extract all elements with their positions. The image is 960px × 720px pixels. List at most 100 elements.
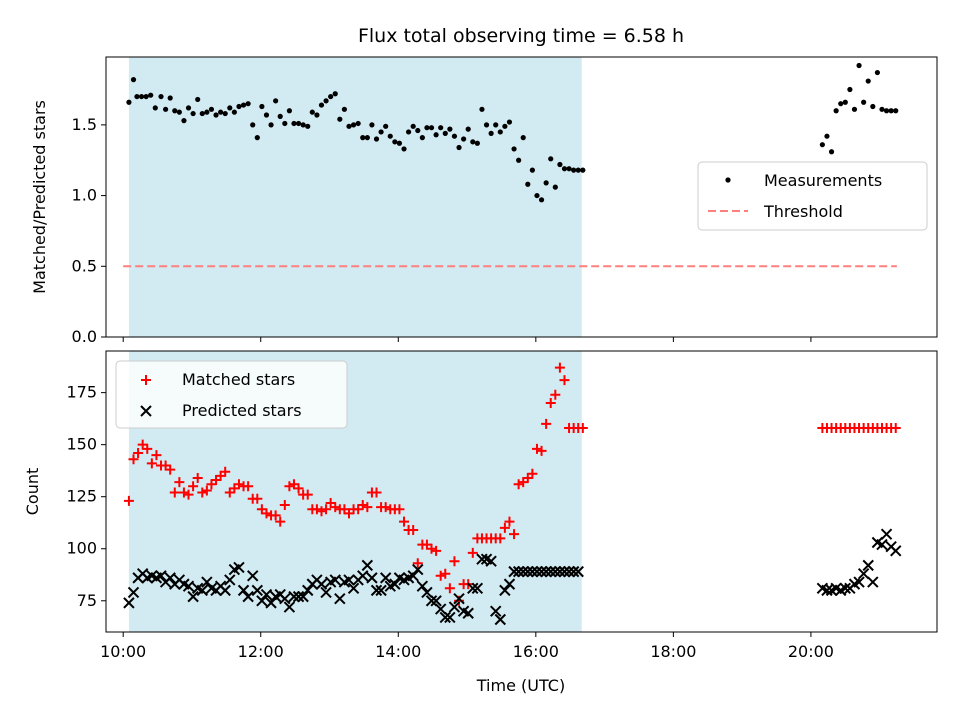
predicted-point xyxy=(867,576,879,588)
y-axis-label: Count xyxy=(23,468,42,516)
y-tick-label: 0.0 xyxy=(72,327,97,346)
matched-point xyxy=(426,543,437,554)
measurement-point xyxy=(838,101,844,107)
matched-point xyxy=(293,483,304,494)
predicted-point xyxy=(549,565,562,578)
measurement-point xyxy=(828,149,835,155)
measurement-point xyxy=(337,116,343,122)
measurement-point xyxy=(465,126,471,132)
y-tick-label: 1.0 xyxy=(72,186,97,205)
matched-point xyxy=(531,443,542,454)
measurement-point xyxy=(291,120,297,127)
measurement-point xyxy=(305,123,311,129)
measurement-point xyxy=(824,133,830,139)
measurement-point xyxy=(172,108,178,114)
chart-title: Flux total observing time = 6.58 h xyxy=(358,25,684,47)
predicted-point xyxy=(558,565,571,578)
measurement-point xyxy=(451,133,458,139)
measurement-point xyxy=(419,135,425,141)
measurement-point xyxy=(438,125,444,131)
predicted-point xyxy=(430,595,442,607)
measurement-point xyxy=(497,129,503,135)
measurement-point xyxy=(566,166,572,172)
measurement-point xyxy=(851,106,858,112)
predicted-point xyxy=(247,570,259,582)
measurement-point xyxy=(861,99,867,105)
matched-point xyxy=(123,495,134,506)
matched-point xyxy=(550,389,561,400)
predicted-point xyxy=(425,595,438,607)
x-axis-label: Time (UTC) xyxy=(476,676,565,695)
matched-point xyxy=(495,533,506,544)
measurement-point xyxy=(534,192,540,199)
measurement-point xyxy=(158,93,164,100)
measurement-point xyxy=(138,93,145,100)
measurement-point xyxy=(561,166,568,172)
measurement-point xyxy=(493,122,499,128)
predicted-point xyxy=(853,576,865,588)
measurement-point xyxy=(474,140,480,146)
predicted-point xyxy=(839,582,852,594)
measurement-point xyxy=(195,96,201,103)
measurement-point xyxy=(378,129,384,135)
predicted-point xyxy=(182,580,195,592)
plot-frame xyxy=(105,56,938,338)
predicted-point xyxy=(476,553,488,565)
predicted-point xyxy=(251,584,264,597)
y-tick-label: 1.5 xyxy=(72,115,97,134)
measurement-point xyxy=(318,102,325,108)
predicted-point xyxy=(283,601,296,613)
measurement-point xyxy=(387,133,393,139)
panel-ratio: 0.0 0.5 1.0 1.5 Matched/Predicted stars Measu… xyxy=(30,56,938,346)
measurement-point xyxy=(874,69,880,76)
predicted-point xyxy=(127,586,140,599)
measurement-point xyxy=(254,135,260,141)
predicted-point xyxy=(265,597,277,609)
measurement-point xyxy=(204,109,210,115)
predicted-point xyxy=(453,592,465,605)
measurement-point xyxy=(130,77,137,83)
measurement-point xyxy=(479,106,485,112)
predicted-point xyxy=(857,568,870,580)
matched-point xyxy=(440,568,451,579)
matched-point xyxy=(499,522,510,533)
measurement-point xyxy=(328,93,334,100)
measurement-point xyxy=(167,95,173,101)
measurement-point xyxy=(273,98,279,104)
matched-point xyxy=(435,570,446,581)
predicted-point xyxy=(508,565,520,578)
measurement-point xyxy=(392,139,398,145)
matched-point xyxy=(554,362,565,373)
predicted-point xyxy=(471,582,484,594)
measurement-point xyxy=(557,161,563,168)
predicted-point xyxy=(540,565,552,578)
measurement-point xyxy=(424,125,430,131)
matched-point xyxy=(201,485,212,496)
measurement-point xyxy=(309,109,315,115)
matched-point xyxy=(146,458,157,469)
measurement-point xyxy=(213,112,219,118)
measurement-point xyxy=(314,112,320,118)
measurement-point xyxy=(543,180,549,186)
predicted-point xyxy=(155,570,167,582)
predicted-point xyxy=(862,559,874,572)
predicted-point xyxy=(379,572,392,584)
predicted-point xyxy=(164,572,176,584)
matched-point xyxy=(513,479,524,490)
measurement-point xyxy=(286,108,292,114)
measurement-point xyxy=(300,122,306,128)
legend-label: Matched stars xyxy=(182,370,295,389)
measurement-point xyxy=(250,122,256,128)
predicted-point xyxy=(407,570,419,582)
y-tick-label: 125 xyxy=(66,487,97,506)
matched-point xyxy=(128,454,139,465)
measurement-point xyxy=(259,103,265,110)
legend-label: Predicted stars xyxy=(182,401,302,420)
predicted-point xyxy=(297,590,309,603)
legend-marker-matched xyxy=(141,375,151,385)
x-tick-label: 14:00 xyxy=(375,642,421,661)
predicted-point xyxy=(219,584,231,597)
measurement-point xyxy=(870,103,876,110)
matched-point xyxy=(169,487,180,498)
